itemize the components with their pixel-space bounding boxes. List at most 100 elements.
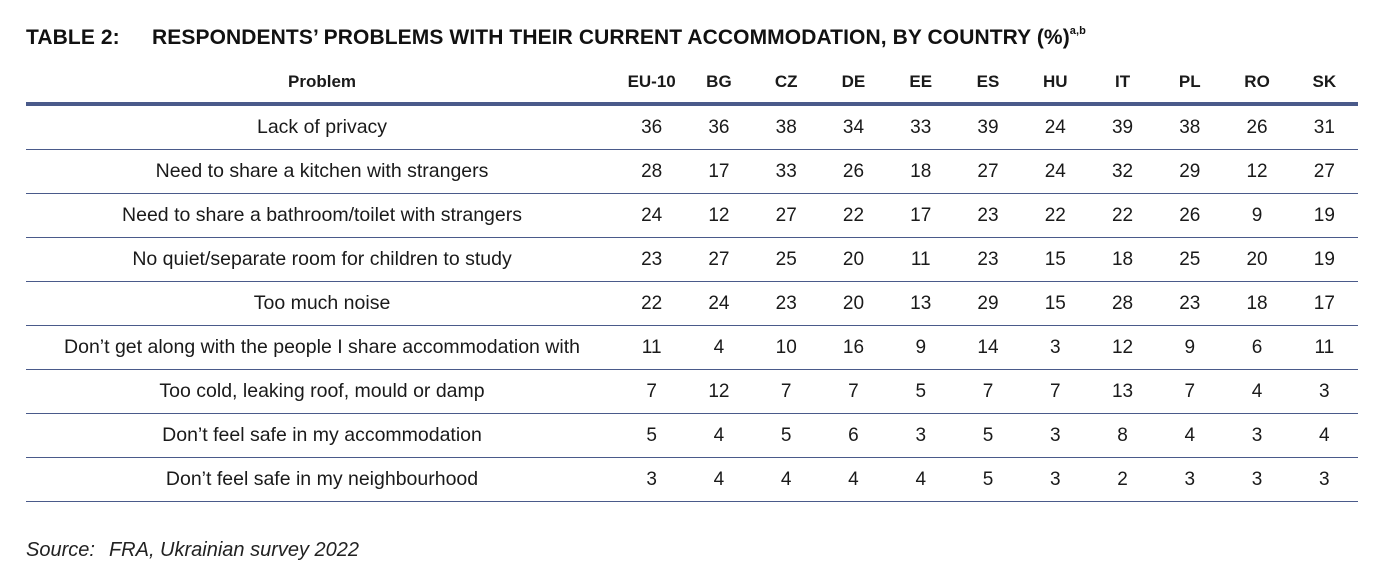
- value-cell: 7: [752, 369, 820, 414]
- value-cell: 4: [819, 457, 888, 502]
- value-cell: 12: [685, 369, 753, 414]
- value-cell: 27: [1290, 149, 1358, 194]
- value-cell: 3: [1021, 457, 1089, 502]
- problem-cell: Lack of privacy: [26, 104, 619, 150]
- value-cell: 3: [1156, 457, 1224, 502]
- value-cell: 8: [1088, 413, 1157, 458]
- source-note: Source: FRA, Ukrainian survey 2022: [26, 539, 359, 562]
- table-label: TABLE 2:: [26, 26, 120, 49]
- value-cell: 20: [819, 281, 888, 326]
- value-cell: 12: [1223, 149, 1291, 194]
- problem-cell: Too much noise: [26, 281, 619, 326]
- problem-cell: Too cold, leaking roof, mould or damp: [26, 369, 619, 414]
- value-cell: 5: [618, 413, 686, 458]
- value-cell: 18: [1223, 281, 1291, 326]
- value-cell: 24: [685, 281, 753, 326]
- value-cell: 9: [1223, 193, 1291, 238]
- value-cell: 22: [1021, 193, 1089, 238]
- value-cell: 4: [685, 325, 753, 370]
- value-cell: 10: [752, 325, 820, 370]
- value-cell: 4: [685, 457, 753, 502]
- value-cell: 4: [887, 457, 955, 502]
- value-cell: 12: [1088, 325, 1157, 370]
- value-cell: 5: [887, 369, 955, 414]
- value-cell: 33: [887, 104, 955, 150]
- column-header-bg: BG: [685, 62, 753, 106]
- table-row: No quiet/separate room for children to s…: [26, 237, 1358, 282]
- value-cell: 23: [752, 281, 820, 326]
- value-cell: 26: [1156, 193, 1224, 238]
- value-cell: 36: [618, 104, 686, 150]
- value-cell: 23: [1156, 281, 1224, 326]
- table-row: Don’t feel safe in my accommodation 5 4 5 6 3…: [26, 413, 1358, 458]
- value-cell: 4: [1156, 413, 1224, 458]
- accommodation-problems-table: Problem EU-10 BG CZ DE EE ES HU IT PL RO SK Lack of…: [26, 62, 1358, 502]
- value-cell: 22: [819, 193, 888, 238]
- value-cell: 20: [819, 237, 888, 282]
- value-cell: 36: [685, 104, 753, 150]
- table-title: TABLE 2: RESPONDENTS’ PROBLEMS WITH THEIR…: [26, 25, 1086, 50]
- value-cell: 6: [1223, 325, 1291, 370]
- value-cell: 11: [887, 237, 955, 282]
- value-cell: 11: [1290, 325, 1358, 370]
- column-header-problem: Problem: [26, 62, 619, 106]
- value-cell: 39: [1088, 104, 1157, 150]
- value-cell: 17: [887, 193, 955, 238]
- value-cell: 9: [887, 325, 955, 370]
- value-cell: 12: [685, 193, 753, 238]
- problem-cell: Don’t get along with the people I share …: [26, 325, 619, 370]
- column-header-pl: PL: [1156, 62, 1224, 106]
- column-header-eu-10: EU-10: [618, 62, 686, 106]
- table-row: Lack of privacy 36 36 38 34 33 39 24 39 38 26 31: [26, 104, 1358, 150]
- value-cell: 7: [954, 369, 1022, 414]
- value-cell: 7: [819, 369, 888, 414]
- value-cell: 38: [1156, 104, 1224, 150]
- source-label: Source:: [26, 539, 95, 561]
- value-cell: 15: [1021, 281, 1089, 326]
- value-cell: 23: [954, 193, 1022, 238]
- value-cell: 3: [1223, 413, 1291, 458]
- value-cell: 25: [1156, 237, 1224, 282]
- table-title-text: RESPONDENTS’ PROBLEMS WITH THEIR CURRENT…: [152, 26, 1070, 49]
- value-cell: 3: [1290, 369, 1358, 414]
- value-cell: 27: [685, 237, 753, 282]
- title-footnote-marker: a,b: [1069, 25, 1086, 37]
- value-cell: 31: [1290, 104, 1358, 150]
- problem-cell: Don’t feel safe in my accommodation: [26, 413, 619, 458]
- value-cell: 23: [954, 237, 1022, 282]
- value-cell: 5: [954, 457, 1022, 502]
- value-cell: 3: [887, 413, 955, 458]
- value-cell: 3: [1021, 325, 1089, 370]
- column-header-ee: EE: [887, 62, 955, 106]
- value-cell: 26: [819, 149, 888, 194]
- value-cell: 24: [1021, 149, 1089, 194]
- value-cell: 19: [1290, 237, 1358, 282]
- value-cell: 29: [954, 281, 1022, 326]
- value-cell: 5: [954, 413, 1022, 458]
- table-row: Too cold, leaking roof, mould or damp 7 12…: [26, 369, 1358, 414]
- value-cell: 24: [618, 193, 686, 238]
- table-row: Don’t feel safe in my neighbourhood 3 4 4 4 4…: [26, 457, 1358, 502]
- value-cell: 18: [887, 149, 955, 194]
- value-cell: 13: [887, 281, 955, 326]
- column-header-sk: SK: [1290, 62, 1358, 106]
- value-cell: 22: [618, 281, 686, 326]
- table-body: Lack of privacy 36 36 38 34 33 39 24 39 38 26 31 Nee…: [26, 104, 1358, 502]
- value-cell: 26: [1223, 104, 1291, 150]
- value-cell: 3: [618, 457, 686, 502]
- value-cell: 23: [618, 237, 686, 282]
- value-cell: 13: [1088, 369, 1157, 414]
- value-cell: 4: [752, 457, 820, 502]
- value-cell: 7: [618, 369, 686, 414]
- problem-cell: Need to share a bathroom/toilet with str…: [26, 193, 619, 238]
- value-cell: 6: [819, 413, 888, 458]
- problem-cell: Need to share a kitchen with strangers: [26, 149, 619, 194]
- column-header-ro: RO: [1223, 62, 1291, 106]
- problem-cell: Don’t feel safe in my neighbourhood: [26, 457, 619, 502]
- value-cell: 16: [819, 325, 888, 370]
- value-cell: 4: [1290, 413, 1358, 458]
- value-cell: 20: [1223, 237, 1291, 282]
- value-cell: 19: [1290, 193, 1358, 238]
- column-header-it: IT: [1088, 62, 1157, 106]
- source-text: FRA, Ukrainian survey 2022: [108, 539, 360, 561]
